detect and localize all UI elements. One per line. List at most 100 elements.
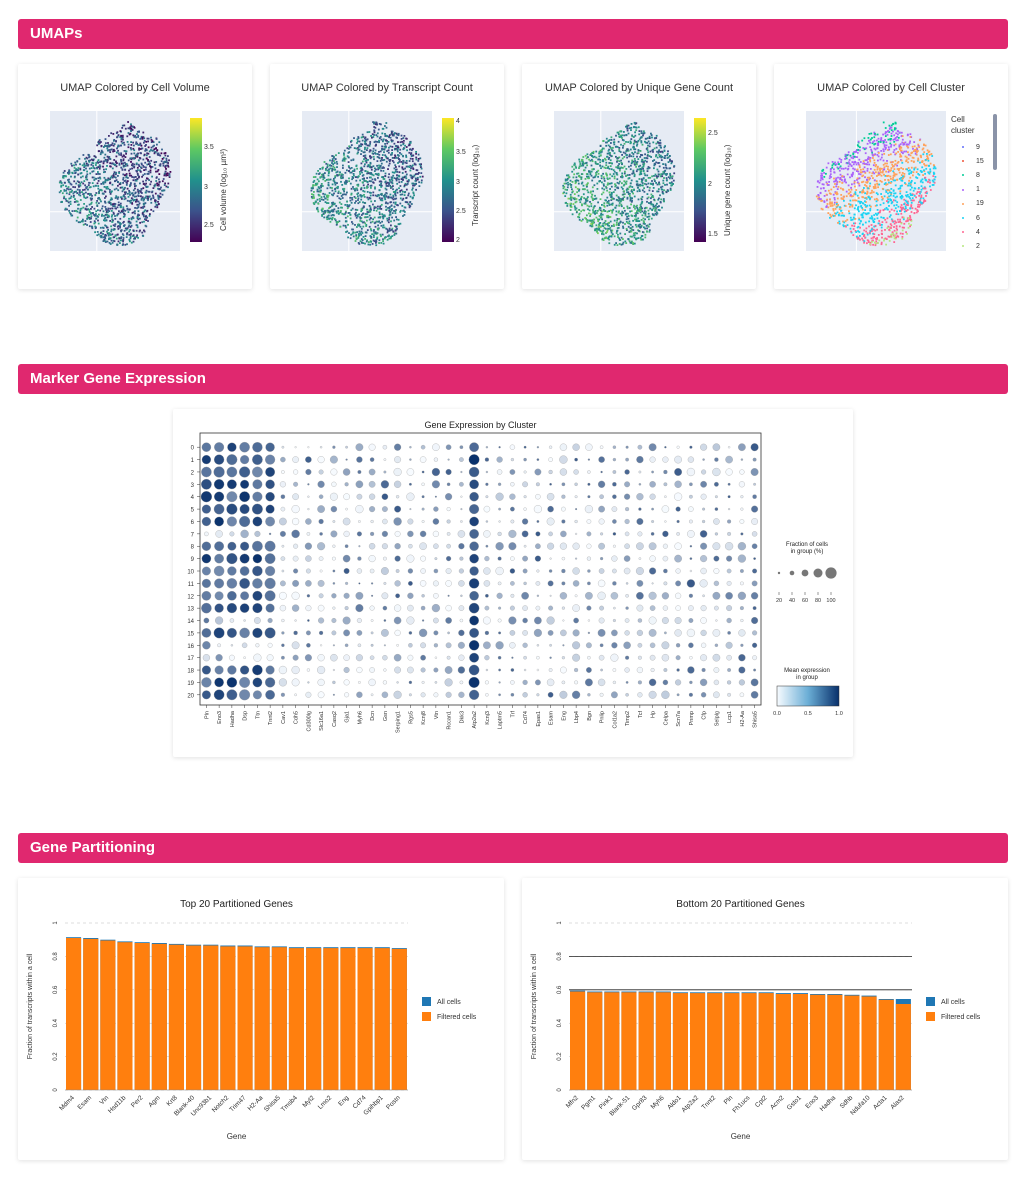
dot [381, 691, 389, 699]
dot [239, 466, 251, 478]
dot [380, 567, 389, 575]
legend-label[interactable]: All cells [437, 999, 461, 1006]
dot [240, 665, 250, 675]
cluster-legend-item[interactable]: 2 [950, 239, 984, 253]
dot [648, 629, 657, 637]
dot [408, 581, 413, 586]
dot [597, 591, 606, 600]
legend-swatch [926, 997, 935, 1006]
dot [599, 445, 604, 449]
dot [307, 508, 310, 511]
dot [561, 482, 566, 487]
dot [534, 555, 541, 562]
dot [305, 580, 312, 587]
x-tick-label: Postn [385, 1094, 402, 1111]
x-tick-label: Vtn [98, 1094, 110, 1106]
y-tick-label: 1 [53, 921, 59, 925]
dot [675, 605, 681, 611]
dot [727, 668, 732, 672]
dot [661, 617, 669, 624]
dot [433, 580, 439, 587]
legend-label[interactable]: All cells [941, 999, 965, 1006]
dot [355, 654, 363, 662]
cluster-legend-item[interactable]: 15 [950, 154, 984, 168]
dot [252, 627, 263, 638]
cluster-legend-item[interactable]: 1 [950, 183, 984, 197]
dot [498, 631, 502, 635]
gene-label: Gsn [383, 711, 389, 721]
dot [241, 642, 248, 648]
dot [457, 641, 465, 649]
dot [344, 544, 349, 548]
dot [202, 654, 210, 662]
dot [381, 530, 388, 537]
tick-label: 3.5 [204, 144, 214, 151]
dot [495, 542, 504, 551]
dot [317, 542, 326, 551]
legend-label[interactable]: Filtered cells [437, 1014, 477, 1021]
cluster-legend-item[interactable]: 6 [950, 211, 984, 225]
dot [536, 520, 540, 523]
dot [406, 468, 415, 476]
dot [447, 458, 450, 461]
dot [357, 470, 362, 474]
gene-label: Dsp [243, 711, 249, 721]
dot [740, 618, 744, 623]
dot [445, 493, 453, 501]
dot [495, 641, 504, 650]
dot [485, 446, 489, 449]
dot [293, 469, 299, 475]
dot [252, 466, 263, 478]
dot [460, 594, 463, 597]
dot [649, 567, 657, 575]
dot [574, 594, 578, 598]
dot [201, 690, 211, 700]
dot [724, 542, 734, 551]
dot [305, 691, 312, 698]
dot [201, 591, 212, 601]
legend-scrollbar[interactable] [993, 114, 997, 170]
dot [318, 556, 324, 561]
dot [445, 469, 452, 475]
gene-label: Timp2 [625, 711, 631, 726]
dot [304, 542, 312, 550]
dot [382, 655, 388, 661]
dot [637, 444, 643, 450]
dot [702, 458, 705, 461]
cluster-legend-item[interactable]: 9 [950, 140, 984, 154]
dot [468, 602, 480, 614]
dot [740, 643, 744, 647]
dot [712, 542, 721, 551]
legend-swatch [422, 1012, 431, 1021]
dot [484, 680, 489, 685]
dot [317, 456, 325, 464]
dot [661, 690, 670, 699]
dot [637, 655, 642, 660]
dot [292, 517, 300, 526]
dot [345, 445, 348, 449]
dot [421, 507, 425, 511]
dot [265, 479, 275, 489]
dot [383, 644, 386, 647]
dot [484, 556, 490, 562]
dot [407, 666, 414, 674]
dot [571, 690, 581, 699]
dot [751, 580, 758, 587]
dot [750, 691, 759, 699]
dot [509, 493, 516, 500]
row-label: 8 [191, 545, 195, 551]
gene-label: Celpa [663, 710, 669, 725]
dot [307, 483, 310, 486]
legend-label[interactable]: Filtered cells [941, 1014, 981, 1021]
dot [549, 483, 552, 486]
dot [445, 642, 452, 649]
dot [239, 504, 250, 515]
cluster-legend-item[interactable]: 8 [950, 168, 984, 182]
dot [355, 591, 364, 600]
y-tick-label: 0.2 [53, 1052, 59, 1061]
dot [533, 505, 542, 514]
dot [522, 617, 528, 624]
cluster-legend-item[interactable]: 19 [950, 197, 984, 211]
dot [468, 664, 480, 676]
cluster-legend-item[interactable]: 4 [950, 225, 984, 239]
